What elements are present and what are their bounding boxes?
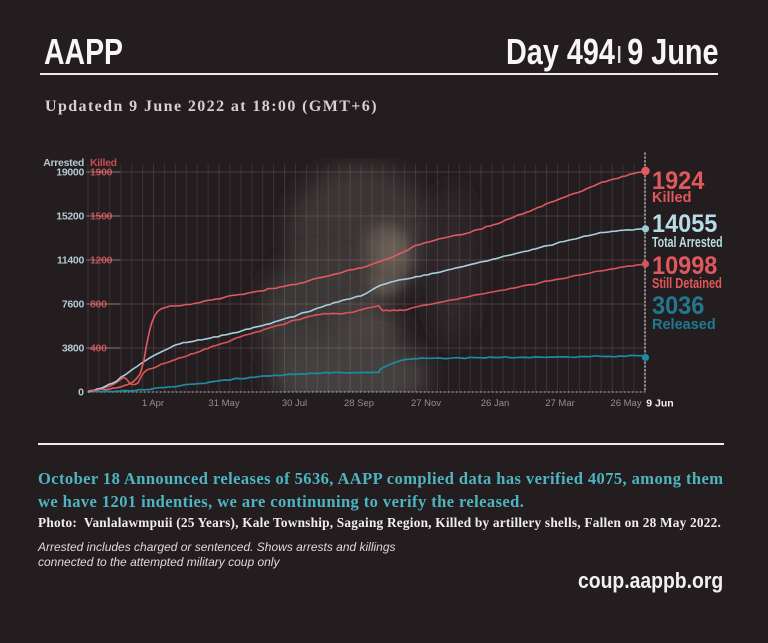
svg-text:800: 800 <box>90 299 107 311</box>
svg-text:400: 400 <box>90 343 107 355</box>
svg-text:28 Sep: 28 Sep <box>344 398 374 409</box>
svg-text:7600: 7600 <box>62 299 85 311</box>
svg-text:19000: 19000 <box>56 167 84 179</box>
svg-text:Arrested: Arrested <box>43 157 84 169</box>
svg-text:15200: 15200 <box>56 211 84 223</box>
svg-text:26 May: 26 May <box>610 398 641 409</box>
svg-text:1200: 1200 <box>90 255 113 267</box>
svg-text:1900: 1900 <box>90 167 113 179</box>
svg-text:3800: 3800 <box>62 343 85 355</box>
svg-text:31 May: 31 May <box>208 398 239 409</box>
svg-text:30 Jul: 30 Jul <box>282 398 307 409</box>
svg-text:1 Apr: 1 Apr <box>142 398 164 409</box>
svg-text:0: 0 <box>78 387 84 399</box>
svg-text:9 Jun: 9 Jun <box>646 398 673 410</box>
svg-text:1500: 1500 <box>90 211 113 223</box>
svg-text:27 Nov: 27 Nov <box>411 398 441 409</box>
svg-text:Killed: Killed <box>90 157 117 169</box>
svg-text:26 Jan: 26 Jan <box>481 398 510 409</box>
svg-text:27 Mar: 27 Mar <box>545 398 575 409</box>
svg-text:11400: 11400 <box>57 255 85 267</box>
